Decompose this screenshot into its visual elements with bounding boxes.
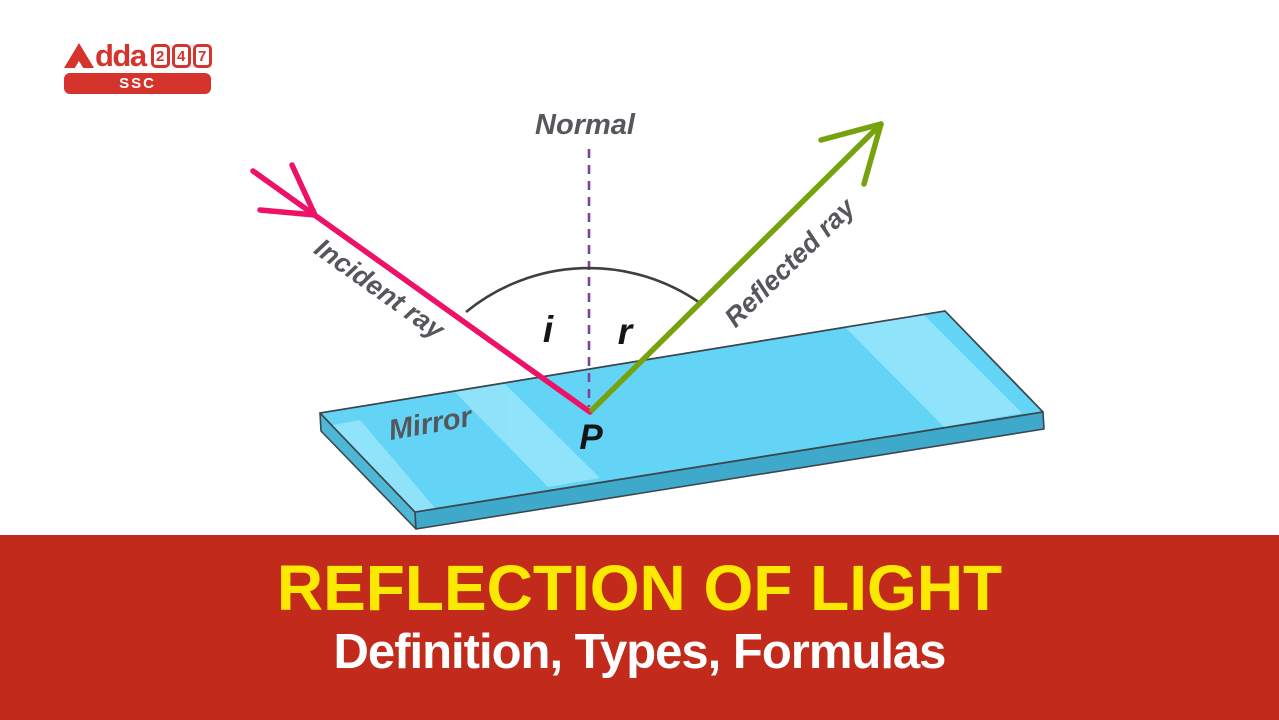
reflected-ray [589, 121, 884, 413]
mirror-top-outline [319, 310, 1044, 513]
logo-wordmark: dda 2 4 7 [64, 38, 212, 73]
normal-label: Normal [535, 109, 636, 141]
logo-digit-2: 2 [150, 44, 170, 68]
angle-i-label: i [543, 309, 554, 350]
banner-subtitle: Definition, Types, Formulas [333, 625, 947, 680]
mirror-glass-streaks [328, 314, 1022, 512]
point-p-label: P [579, 418, 603, 457]
incident-ray [250, 162, 593, 415]
incident-ray-label: Incident ray [309, 233, 451, 347]
angle-arc [465, 266, 701, 314]
angle-r-label: r [618, 311, 635, 352]
adda247-logo: dda 2 4 7 SSC [64, 38, 212, 94]
banner-title: REFLECTION OF LIGHT [276, 552, 1003, 624]
reflection-diagram: Normal Incident ray Reflected ray i r P … [250, 109, 1045, 530]
logo-division-badge: SSC [64, 73, 211, 94]
logo-digit-7: 7 [192, 44, 212, 68]
title-banner: REFLECTION OF LIGHT Definition, Types, F… [0, 535, 1279, 720]
mirror-slab [319, 310, 1045, 530]
logo-digit-4: 4 [171, 44, 191, 68]
logo-brand-text: dda [95, 38, 147, 73]
